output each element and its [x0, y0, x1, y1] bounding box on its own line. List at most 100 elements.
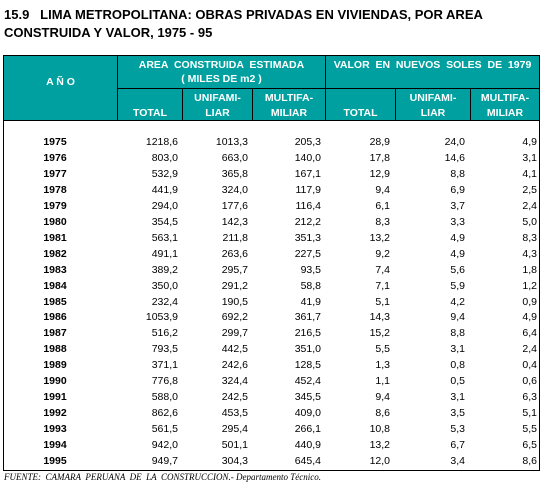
year-cell: 1988	[43, 343, 67, 356]
value-cell: 117,9	[295, 183, 322, 196]
year-cell: 1984	[43, 279, 67, 292]
value-cell: 8,3	[522, 231, 537, 244]
value-cell: 3,3	[450, 215, 465, 228]
rule	[4, 120, 539, 121]
value-cell: 532,9	[151, 167, 178, 180]
value-cell: 6,7	[450, 439, 465, 452]
year-cell: 1992	[43, 407, 67, 420]
value-cell: 4,9	[522, 311, 537, 324]
value-cell: 361,7	[294, 311, 321, 324]
value-cell: 354,5	[151, 215, 178, 228]
value-cell: 441,9	[151, 183, 178, 196]
year-cell: 1986	[43, 311, 67, 324]
source-note: FUENTE: CAMARA PERUANA DE LA CONSTRUCCIO…	[4, 472, 321, 482]
value-cell: 9,4	[375, 183, 390, 196]
value-cell: 8,6	[522, 455, 537, 467]
value-cell: 6,5	[522, 439, 537, 452]
value-cell: 949,7	[151, 455, 178, 467]
value-cell: 5,6	[450, 263, 465, 276]
column-header: TOTAL	[343, 107, 378, 119]
column-header: UNIFAMI-	[409, 92, 457, 104]
value-cell: 9,4	[375, 391, 390, 404]
value-cell: 5,3	[450, 423, 465, 436]
value-cell: 2,4	[522, 199, 537, 212]
value-cell: 10,8	[369, 423, 390, 436]
value-cell: 409,0	[294, 407, 321, 420]
year-cell: 1993	[43, 423, 67, 436]
value-cell: 5,5	[375, 343, 390, 356]
value-cell: 41,9	[300, 295, 321, 308]
value-cell: 793,5	[151, 343, 178, 356]
rule	[117, 88, 539, 89]
value-cell: 6,1	[375, 199, 390, 212]
column-header: MILIAR	[270, 107, 308, 119]
value-cell: 1053,9	[145, 311, 178, 324]
value-cell: 645,4	[294, 455, 321, 467]
value-cell: 3,5	[450, 407, 465, 420]
value-cell: 294,0	[151, 199, 178, 212]
column-header: MULTIFA-	[264, 92, 314, 104]
year-cell: 1989	[43, 359, 67, 372]
group-header: AREA CONSTRUIDA ESTIMADA	[138, 59, 305, 71]
value-cell: 140,0	[294, 151, 321, 164]
value-cell: 365,8	[221, 167, 248, 180]
column-header: TOTAL	[132, 107, 168, 119]
value-cell: 4,9	[450, 231, 465, 244]
value-cell: 2,4	[522, 343, 537, 356]
value-cell: 142,3	[221, 215, 248, 228]
year-cell: 1995	[43, 455, 67, 467]
value-cell: 4,9	[522, 136, 537, 148]
value-cell: 1,3	[375, 359, 390, 372]
value-cell: 14,6	[444, 151, 465, 164]
year-cell: 1983	[43, 263, 67, 276]
value-cell: 6,4	[522, 327, 537, 340]
value-cell: 211,8	[222, 231, 249, 244]
column-header: MILIAR	[486, 107, 524, 119]
value-cell: 242,6	[221, 359, 248, 372]
year-cell: 1985	[43, 295, 67, 308]
value-cell: 242,5	[221, 391, 248, 404]
year-cell: 1987	[43, 327, 67, 340]
value-cell: 1,2	[522, 279, 537, 292]
rule	[395, 88, 396, 120]
value-cell: 263,6	[221, 247, 248, 260]
value-cell: 6,3	[522, 391, 537, 404]
value-cell: 227,5	[294, 247, 321, 260]
value-cell: 212,2	[294, 215, 321, 228]
value-cell: 116,4	[295, 199, 322, 212]
value-cell: 324,4	[221, 375, 248, 388]
value-cell: 15,2	[369, 327, 390, 340]
value-cell: 345,5	[294, 391, 321, 404]
value-cell: 4,1	[522, 167, 537, 180]
value-cell: 563,1	[151, 231, 178, 244]
value-cell: 776,8	[151, 375, 178, 388]
value-cell: 351,0	[294, 343, 321, 356]
value-cell: 8,3	[375, 215, 390, 228]
title-line: 15.9 LIMA METROPOLITANA: OBRAS PRIVADAS …	[4, 7, 483, 22]
value-cell: 389,2	[151, 263, 178, 276]
value-cell: 3,7	[450, 199, 465, 212]
value-cell: 8,8	[450, 167, 465, 180]
value-cell: 0,4	[522, 359, 537, 372]
value-cell: 24,0	[444, 136, 465, 148]
value-cell: 93,5	[300, 263, 321, 276]
value-cell: 6,9	[450, 183, 465, 196]
value-cell: 7,4	[375, 263, 390, 276]
value-cell: 7,1	[375, 279, 390, 292]
value-cell: 177,6	[221, 199, 248, 212]
value-cell: 1013,3	[215, 136, 248, 148]
value-cell: 304,3	[221, 455, 248, 467]
year-header: A Ñ O	[46, 76, 75, 88]
value-cell: 12,0	[369, 455, 390, 467]
value-cell: 663,0	[221, 151, 248, 164]
value-cell: 3,4	[450, 455, 465, 467]
value-cell: 3,1	[450, 391, 465, 404]
table-frame	[3, 55, 540, 471]
value-cell: 692,2	[221, 311, 248, 324]
group-header: VALOR EN NUEVOS SOLES DE 1979	[333, 59, 532, 71]
value-cell: 9,4	[450, 311, 465, 324]
value-cell: 3,1	[450, 343, 465, 356]
value-cell: 167,1	[294, 167, 321, 180]
value-cell: 350,0	[151, 279, 178, 292]
